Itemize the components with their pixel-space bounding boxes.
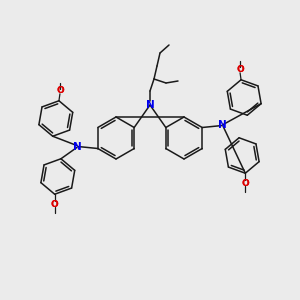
- Text: O: O: [236, 65, 244, 74]
- Text: O: O: [242, 179, 249, 188]
- Text: O: O: [242, 179, 249, 188]
- Text: O: O: [56, 86, 64, 95]
- Text: N: N: [146, 100, 154, 110]
- Text: N: N: [74, 142, 82, 152]
- Text: O: O: [56, 86, 64, 95]
- Text: O: O: [51, 200, 58, 209]
- Text: N: N: [218, 121, 226, 130]
- Text: O: O: [51, 200, 58, 209]
- Text: O: O: [236, 65, 244, 74]
